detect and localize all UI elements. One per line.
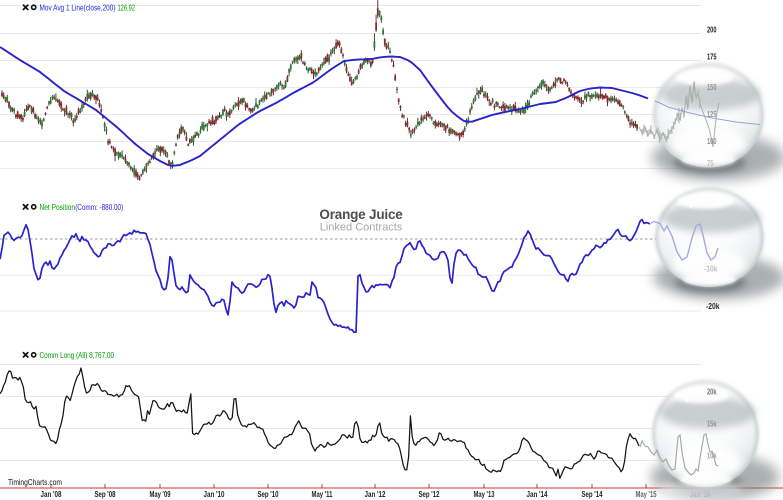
svg-text:100: 100 [707,137,717,146]
svg-text:Jan '12: Jan '12 [365,490,386,499]
svg-text:Jan '08: Jan '08 [41,490,62,499]
svg-text:Sep '08: Sep '08 [95,490,116,499]
svg-text:200: 200 [707,26,717,35]
svg-text:Jan '14: Jan '14 [527,490,548,499]
svg-text:20k: 20k [707,388,717,397]
svg-text:-10k: -10k [704,265,718,274]
svg-text:Sep '10: Sep '10 [258,490,279,499]
svg-text:10k: 10k [707,452,717,461]
svg-text:125: 125 [707,110,717,119]
svg-text:Orange Juice: Orange Juice [319,207,403,222]
svg-text:Net Position: Net Position [40,203,76,212]
svg-text:175: 175 [707,53,717,62]
svg-text:Sep '14: Sep '14 [582,490,603,499]
svg-text:126.92: 126.92 [118,4,136,13]
svg-text:Sep '12: Sep '12 [419,490,440,499]
svg-text:Linked Contracts: Linked Contracts [320,222,403,234]
svg-text:15k: 15k [707,420,717,429]
svg-text:May '09: May '09 [150,490,171,499]
svg-text:May '13: May '13 [474,490,495,499]
svg-text:May '11: May '11 [312,490,333,499]
svg-text:-20k: -20k [706,302,720,311]
svg-text:TimingCharts.com: TimingCharts.com [8,477,62,487]
svg-text:Mov Avg 1 Line(close,200): Mov Avg 1 Line(close,200) [40,4,116,13]
svg-text:150: 150 [707,83,717,92]
svg-text:May '15: May '15 [636,490,657,499]
svg-text:Comm Long (All) 8,767.00: Comm Long (All) 8,767.00 [40,351,115,360]
svg-text:Jan '10: Jan '10 [204,490,225,499]
svg-text:(Comm: -880.00): (Comm: -880.00) [75,203,123,212]
svg-text:75: 75 [707,159,714,168]
